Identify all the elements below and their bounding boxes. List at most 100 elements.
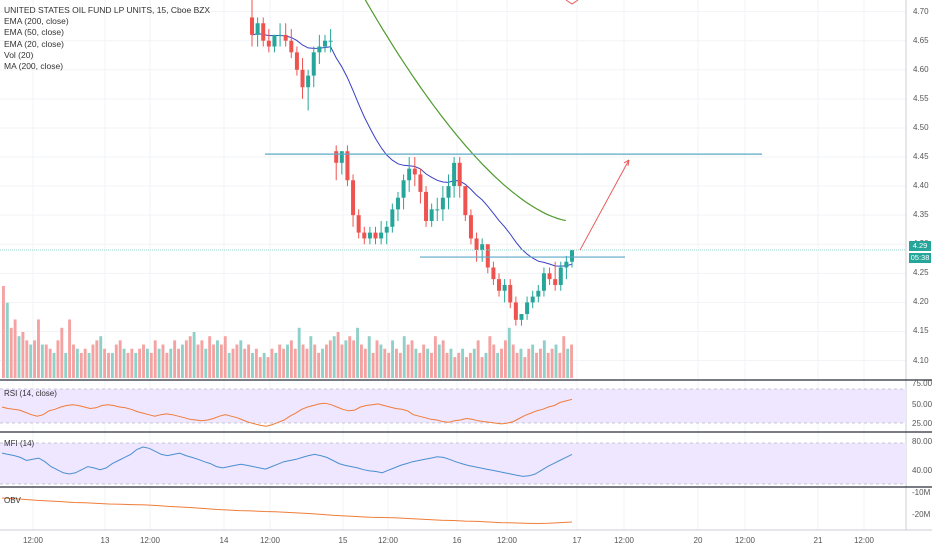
volume-bar (204, 348, 208, 378)
price-tick-label: 4.65 (913, 35, 929, 45)
volume-bar (25, 340, 29, 378)
obv-label-20m: -20M (912, 510, 931, 519)
volume-bar (165, 352, 169, 378)
candle-body (530, 296, 535, 303)
volume-bar (562, 336, 566, 378)
volume-bar (247, 344, 251, 378)
volume-bar (149, 352, 153, 378)
volume-bar (437, 344, 441, 378)
candle-body (390, 209, 395, 227)
chart-legend: UNITED STATES OIL FUND LP UNITS, 15, Cbo… (4, 5, 210, 72)
legend-ma200: MA (200, close) (4, 61, 64, 72)
volume-bar (75, 348, 79, 378)
volume-bar (558, 352, 562, 378)
candle-body (541, 273, 546, 291)
volume-bar (33, 340, 37, 378)
volume-bar (321, 348, 324, 378)
candle-body (250, 17, 254, 35)
candle-body (570, 250, 574, 262)
volume-bar (402, 336, 406, 378)
volume-bar (301, 344, 305, 378)
candle-body (261, 23, 266, 41)
volume-bar (231, 348, 235, 378)
candle-body (536, 290, 541, 297)
volume-bar (254, 348, 258, 378)
time-tick-label: 17 (572, 536, 582, 545)
volume-bar (251, 352, 254, 378)
volume-bar (422, 344, 426, 378)
volume-bar (336, 332, 340, 378)
indicator-panes (0, 388, 906, 525)
volume-bar (570, 344, 573, 378)
candle-body (508, 284, 513, 303)
volume-bar (472, 348, 476, 378)
volume-bar (79, 352, 83, 378)
volume-bar (293, 348, 297, 378)
obv-line (1, 497, 573, 525)
volume-bar (114, 344, 118, 378)
candle-body (401, 180, 406, 198)
volume-bar (212, 344, 216, 378)
candle-body (440, 197, 445, 210)
volume-bar (177, 348, 180, 378)
volume-bar (192, 332, 196, 378)
volume-bar (52, 352, 56, 378)
rsi-line (1, 398, 573, 427)
ema20-line (251, 33, 573, 267)
candle-body (294, 52, 299, 70)
price-tick-label: 4.20 (913, 297, 929, 307)
volume-bar (500, 348, 503, 378)
candle-body (407, 168, 412, 181)
volume-bar (13, 319, 17, 378)
volume-bar (542, 340, 546, 378)
volume-bar (87, 352, 91, 378)
volume-bar (550, 348, 554, 378)
candle-body (339, 151, 344, 163)
volume-bar (157, 348, 161, 378)
volume-bar (44, 344, 48, 378)
arrow-top (565, 0, 579, 5)
volume-bar (64, 352, 68, 378)
time-tick-label: 12:00 (139, 536, 161, 545)
candle-body (547, 273, 552, 280)
volume-bar (142, 344, 145, 378)
volume-bar (107, 352, 110, 378)
price-tick-label: 4.45 (913, 152, 929, 161)
candle-body (502, 284, 507, 291)
candle-body (373, 232, 378, 239)
volume-bar (507, 327, 511, 378)
volume-bar (83, 348, 87, 378)
volume-bar (398, 352, 402, 378)
obv-title: OBV (4, 496, 21, 505)
volume-bar (566, 348, 570, 378)
time-tick-label: 12:00 (734, 536, 756, 545)
candle-body (311, 52, 316, 76)
candle-body (278, 34, 283, 36)
volume-bar (426, 348, 430, 378)
candle-body (300, 69, 305, 88)
volume-bar (282, 348, 286, 378)
candle-body (367, 232, 372, 239)
volume-bar (29, 344, 33, 378)
volume-bar (297, 327, 301, 378)
candle-body (491, 267, 496, 280)
time-tick-label: 21 (813, 536, 823, 545)
volume-bar (317, 352, 321, 378)
volume-bar (161, 344, 165, 378)
candle-body (446, 186, 451, 198)
volume-bar (9, 327, 13, 378)
volume-bar (258, 357, 262, 378)
rsi-band (0, 389, 906, 423)
mfi-band (0, 443, 906, 484)
volume-bar (356, 327, 359, 378)
candle-body (306, 75, 311, 88)
volume-bar (375, 340, 379, 378)
volume-bar (352, 340, 356, 378)
volume-bar (72, 344, 75, 378)
volume-bar (138, 348, 142, 378)
candlesticks (250, 0, 574, 326)
candle-body (525, 302, 530, 315)
volume-bar (208, 336, 212, 378)
time-tick-label: 12:00 (613, 536, 635, 545)
